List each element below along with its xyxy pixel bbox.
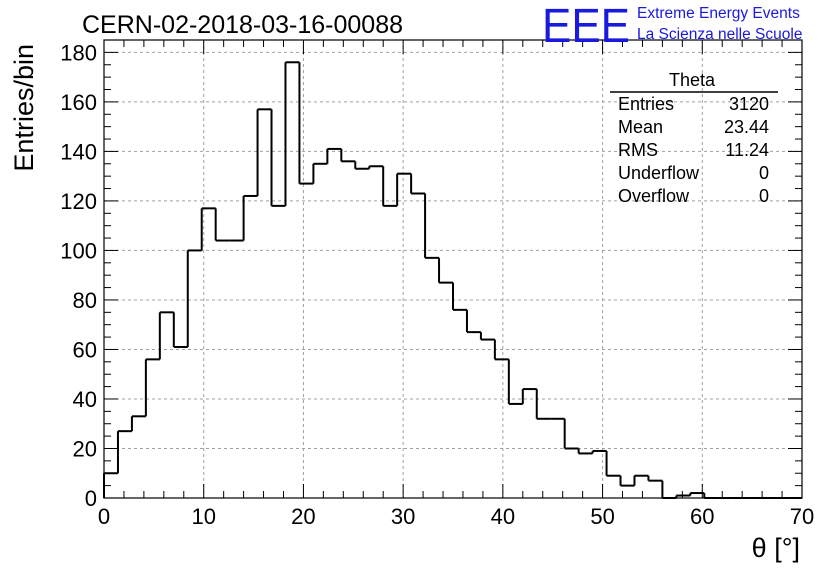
y-tick-label: 140 bbox=[60, 139, 97, 164]
x-axis-label: θ [°] bbox=[752, 533, 800, 563]
stats-row-value: 3120 bbox=[729, 94, 769, 114]
histogram-bars bbox=[103, 61, 802, 499]
logo-line2: La Scienza nelle Scuole bbox=[637, 26, 802, 43]
stats-row-value: 0 bbox=[759, 186, 769, 206]
stats-title: Theta bbox=[669, 70, 716, 90]
y-tick-labels: 0 20 40 60 80 100 120 140 160 180 bbox=[60, 40, 97, 511]
eee-logo: EEE bbox=[542, 0, 630, 53]
y-tick-label: 80 bbox=[73, 288, 97, 313]
stats-row-label: Underflow bbox=[618, 163, 700, 183]
y-tick-label: 100 bbox=[60, 238, 97, 263]
y-tick-label: 20 bbox=[73, 436, 97, 461]
x-tick-label: 50 bbox=[590, 504, 614, 529]
x-tick-label: 20 bbox=[291, 504, 315, 529]
y-tick-label: 160 bbox=[60, 90, 97, 115]
y-tick-label: 120 bbox=[60, 189, 97, 214]
axis-ticks bbox=[103, 39, 803, 499]
x-tick-label: 10 bbox=[191, 504, 215, 529]
run-title: CERN-02-2018-03-16-00088 bbox=[82, 11, 403, 39]
stats-row-value: 0 bbox=[759, 163, 769, 183]
stats-row-label: Entries bbox=[618, 94, 674, 114]
y-axis-label: Entries/bin bbox=[9, 44, 39, 172]
y-tick-label: 60 bbox=[73, 337, 97, 362]
logo-line1: Extreme Energy Events bbox=[637, 5, 800, 22]
stats-row-value: 11.24 bbox=[725, 140, 769, 160]
plot-frame bbox=[103, 39, 803, 499]
y-tick-label: 180 bbox=[60, 40, 97, 65]
x-tick-labels: 0 10 20 30 40 50 60 70 bbox=[98, 504, 814, 529]
x-tick-label: 60 bbox=[690, 504, 714, 529]
x-tick-label: 40 bbox=[491, 504, 515, 529]
grid bbox=[104, 40, 802, 498]
stats-row-label: Overflow bbox=[618, 186, 690, 206]
stats-row-value: 23.44 bbox=[724, 117, 769, 137]
stats-row-label: RMS bbox=[618, 140, 658, 160]
x-tick-label: 30 bbox=[391, 504, 415, 529]
y-tick-label: 40 bbox=[73, 387, 97, 412]
x-tick-label: 70 bbox=[790, 504, 814, 529]
stats-row-label: Mean bbox=[618, 117, 663, 137]
y-tick-label: 0 bbox=[85, 486, 97, 511]
stats-box: Theta Entries 3120 Mean 23.44 RMS 11.24 Underf… bbox=[610, 70, 778, 206]
x-tick-label: 0 bbox=[98, 504, 110, 529]
